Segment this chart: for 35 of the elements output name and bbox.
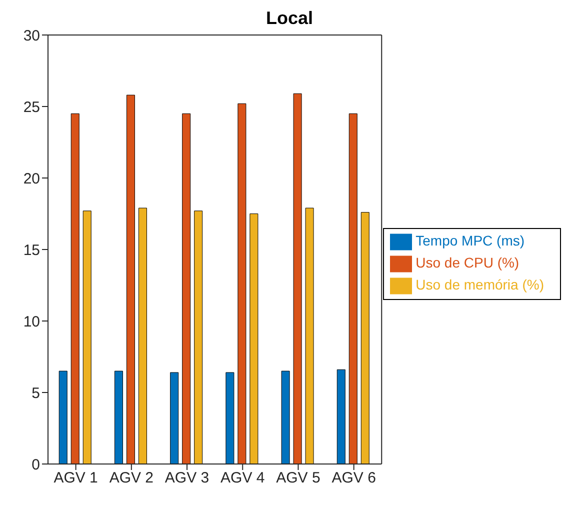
y-tick-label: 10 [23,313,40,330]
x-tick-label: AGV 5 [276,470,320,487]
legend-label: Uso de memória (%) [416,276,544,293]
y-tick-label: 20 [23,170,40,188]
bar [305,208,314,464]
legend-label: Uso de CPU (%) [416,254,520,271]
x-tick-label: AGV 6 [332,470,376,487]
bar [336,369,346,464]
chart-title: Local [264,8,314,29]
bar [126,94,135,464]
y-tick-label: 25 [23,98,40,116]
bar [281,370,290,464]
y-tick-label: 15 [23,242,40,259]
y-tick-label: 0 [32,456,40,474]
bar [182,113,191,464]
bar [250,214,258,464]
x-tick-label: AGV 4 [220,470,265,487]
legend-label: Tempo MPC (ms) [416,232,525,249]
x-tick-label: AGV 2 [109,470,154,487]
x-tick-label: AGV 1 [54,470,98,487]
bar [138,208,147,464]
bar [170,372,179,464]
bar [70,113,80,464]
y-tick-label: 30 [23,27,40,44]
bar [226,372,234,464]
bar [194,210,203,464]
bar [58,370,68,464]
bar [293,93,302,464]
x-tick-label: AGV 3 [164,470,210,487]
bar [238,103,246,464]
y-tick-label: 5 [32,384,40,402]
bar [82,210,92,464]
bar [114,370,123,464]
bar [360,212,370,464]
bar [348,113,358,464]
